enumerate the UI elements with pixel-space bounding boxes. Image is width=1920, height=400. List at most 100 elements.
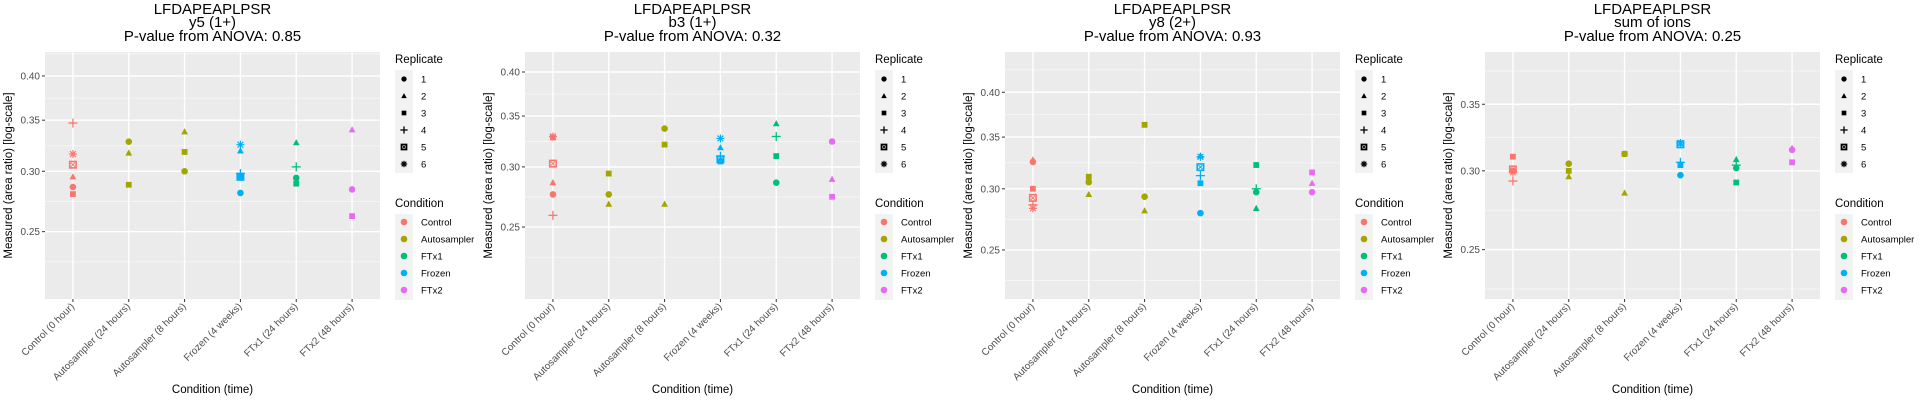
ast-d2 xyxy=(717,135,724,142)
legend-condition-title: Condition xyxy=(395,198,444,210)
x-tick-label: Frozen (4 weeks) xyxy=(1142,301,1204,363)
data-point-ftx2-rep3 xyxy=(349,213,355,220)
legend-key-background xyxy=(1355,70,1373,173)
points-layer xyxy=(1028,121,1316,217)
data-point-ftx1-rep1 xyxy=(772,179,780,186)
legend-condition-label: FTx1 xyxy=(901,252,923,263)
legend-color-dot xyxy=(880,269,888,277)
legend-replicate-label: 5 xyxy=(1861,143,1866,154)
y-tick-label: 0.30 xyxy=(981,184,1001,195)
legend-replicate-label: 4 xyxy=(1381,126,1386,137)
panel-sum-of-ions: LFDAPEAPLPSR sum of ions P-value from ANOV… xyxy=(1440,0,1920,400)
legend-color-dot xyxy=(1360,252,1368,260)
legend-color-dot xyxy=(1360,269,1368,277)
cross-b xyxy=(882,145,886,149)
legend-replicate-label: 5 xyxy=(1381,143,1386,154)
data-point-autosampler-rep1 xyxy=(1565,160,1573,168)
legend-shape-plus xyxy=(880,126,888,134)
x-tick-label: Control (0 hour) xyxy=(500,301,557,358)
legend-replicate-label: 3 xyxy=(901,109,906,120)
square-outline xyxy=(1028,193,1037,202)
data-point-frozen-rep5 xyxy=(236,172,245,181)
y-tick-label: 0.25 xyxy=(1461,245,1481,256)
legend-replicate-label: 5 xyxy=(901,143,906,154)
x-tick-label: Frozen (4 weeks) xyxy=(1622,301,1684,363)
square-outline xyxy=(68,160,77,169)
legend-replicate-label: 3 xyxy=(1381,109,1386,120)
data-point-frozen-rep4 xyxy=(1675,157,1685,167)
data-point-autosampler-rep1 xyxy=(1141,193,1148,201)
legend-condition-label: Autosampler xyxy=(901,235,954,246)
legend-color-dot xyxy=(1840,269,1848,277)
legend-shape-plus xyxy=(1840,126,1848,134)
data-point-control-rep1 xyxy=(69,183,77,191)
legend-replicate-title: Replicate xyxy=(395,54,443,66)
data-point-ftx2-rep2 xyxy=(828,175,836,182)
data-point-ftx1-rep1 xyxy=(292,174,300,182)
plot-background xyxy=(45,52,380,299)
legend-shape-circle xyxy=(881,76,887,82)
panel-y5: LFDAPEAPLPSR y5 (1+) P-value from ANOVA: 0… xyxy=(0,0,480,400)
x-tick-label: FTx2 (48 hours) xyxy=(1738,301,1796,359)
legend-shape-triangle xyxy=(401,93,407,99)
square-outline xyxy=(1196,163,1205,172)
legend-replicate-label: 4 xyxy=(901,126,906,137)
plot-background xyxy=(1005,52,1340,299)
x-tick-label: FTx2 (48 hours) xyxy=(778,301,836,359)
legend-shape-square-cross xyxy=(1360,143,1368,151)
data-point-frozen-rep2 xyxy=(717,144,724,151)
legend-condition-label: Control xyxy=(1381,218,1412,229)
data-point-ftx2-rep3 xyxy=(1309,169,1315,176)
x-axis-title: Condition (time) xyxy=(652,384,733,396)
data-point-autosampler-rep2 xyxy=(125,149,133,156)
legend-color-dot xyxy=(880,218,888,226)
x-tick-label: FTx1 (24 hours) xyxy=(1202,301,1260,359)
legend-shape-triangle xyxy=(881,93,887,99)
data-point-control-rep6 xyxy=(548,132,557,141)
x-tick-label: Control (0 hour) xyxy=(980,301,1037,358)
data-point-control-rep4 xyxy=(548,210,558,220)
y-tick-label: 0.30 xyxy=(21,167,41,178)
legend-condition-title: Condition xyxy=(875,198,924,210)
y-axis-title: Measured (area ratio) [log-scale] xyxy=(1443,92,1455,258)
data-point-frozen-rep1 xyxy=(1197,209,1204,217)
points-layer xyxy=(68,118,356,220)
data-point-autosampler-rep2 xyxy=(1141,207,1148,214)
legend-shape-asterisk xyxy=(1840,160,1848,168)
legend-shape-asterisk xyxy=(880,160,888,168)
data-point-control-rep4 xyxy=(68,118,78,128)
data-point-frozen-rep6 xyxy=(1676,138,1685,147)
legend-replicate-label: 1 xyxy=(421,75,426,86)
data-point-autosampler-rep2 xyxy=(1085,190,1093,198)
legend-condition-label: Frozen xyxy=(901,269,931,280)
data-point-autosampler-rep3 xyxy=(181,149,188,155)
legend-condition-label: Control xyxy=(1861,218,1892,229)
data-point-frozen-rep5 xyxy=(716,155,725,164)
square-outline xyxy=(400,143,408,151)
data-point-frozen-rep6 xyxy=(1196,152,1205,161)
data-point-control-rep3 xyxy=(1030,185,1036,192)
legend-replicate-label: 1 xyxy=(901,75,906,86)
data-point-frozen-rep4 xyxy=(1195,171,1205,181)
legend-shape-square xyxy=(401,110,407,116)
cross-b xyxy=(1842,145,1846,149)
x-axis-title: Condition (time) xyxy=(172,384,253,396)
data-point-ftx1-rep2 xyxy=(1732,155,1740,163)
plot-background xyxy=(525,52,860,299)
data-point-ftx1-rep4 xyxy=(1251,184,1261,194)
x-tick-label: FTx1 (24 hours) xyxy=(1682,301,1740,359)
ast-d2 xyxy=(549,133,557,140)
legend-color-dot xyxy=(880,252,888,260)
data-point-control-rep1 xyxy=(549,191,557,198)
legend-shape-triangle xyxy=(1841,93,1847,99)
data-point-autosampler-rep3 xyxy=(1085,173,1092,180)
data-point-ftx1-rep3 xyxy=(1253,162,1260,168)
legend-replicate-label: 2 xyxy=(901,92,906,103)
x-axis-title: Condition (time) xyxy=(1612,384,1693,396)
legend-replicate-label: 6 xyxy=(901,160,906,171)
data-point-ftx2-rep2 xyxy=(348,126,356,133)
data-point-autosampler-rep3 xyxy=(1621,151,1628,157)
legend-shape-square-cross xyxy=(880,143,888,151)
